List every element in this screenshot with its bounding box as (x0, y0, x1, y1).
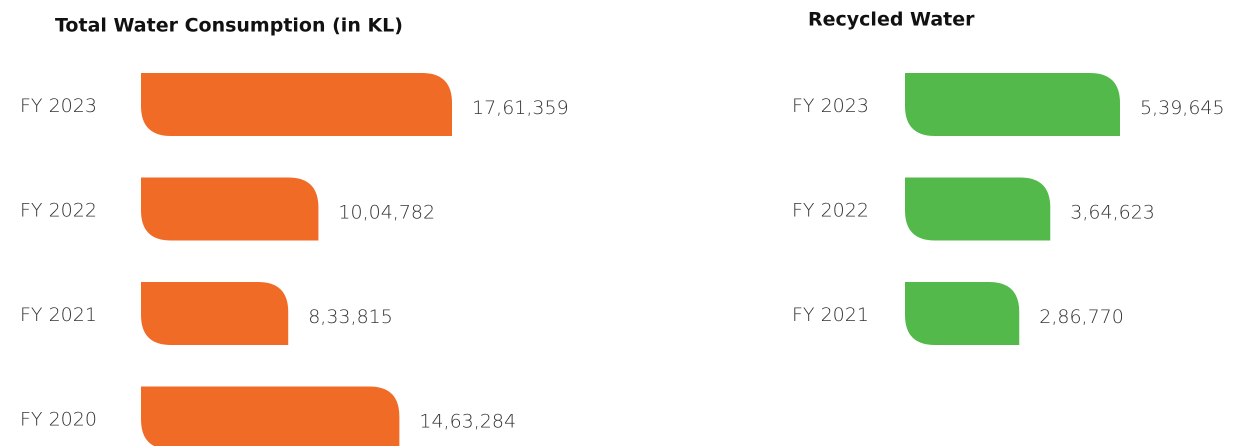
bar (141, 73, 452, 136)
value-label: 5,39,645 (1140, 97, 1225, 119)
category-label: FY 2020 (20, 409, 97, 431)
value-label: 17,61,359 (472, 97, 569, 119)
chart-title: Total Water Consumption (in KL) (55, 15, 403, 37)
bar (141, 386, 400, 446)
category-label: FY 2023 (20, 95, 97, 117)
category-label: FY 2021 (792, 304, 869, 326)
category-label: FY 2022 (20, 200, 97, 222)
bar (141, 177, 319, 241)
value-label: 10,04,782 (338, 202, 435, 224)
value-label: 14,63,284 (419, 411, 516, 433)
bar (905, 282, 1020, 345)
chart-title: Recycled Water (808, 9, 975, 31)
category-label: FY 2022 (792, 200, 869, 222)
bar (905, 177, 1051, 241)
category-label: FY 2021 (20, 304, 97, 326)
value-label: 8,33,815 (308, 306, 393, 328)
value-label: 2,86,770 (1039, 306, 1124, 328)
value-label: 3,64,623 (1070, 202, 1155, 224)
bar (905, 73, 1120, 136)
bar (141, 282, 289, 345)
category-label: FY 2023 (792, 95, 869, 117)
